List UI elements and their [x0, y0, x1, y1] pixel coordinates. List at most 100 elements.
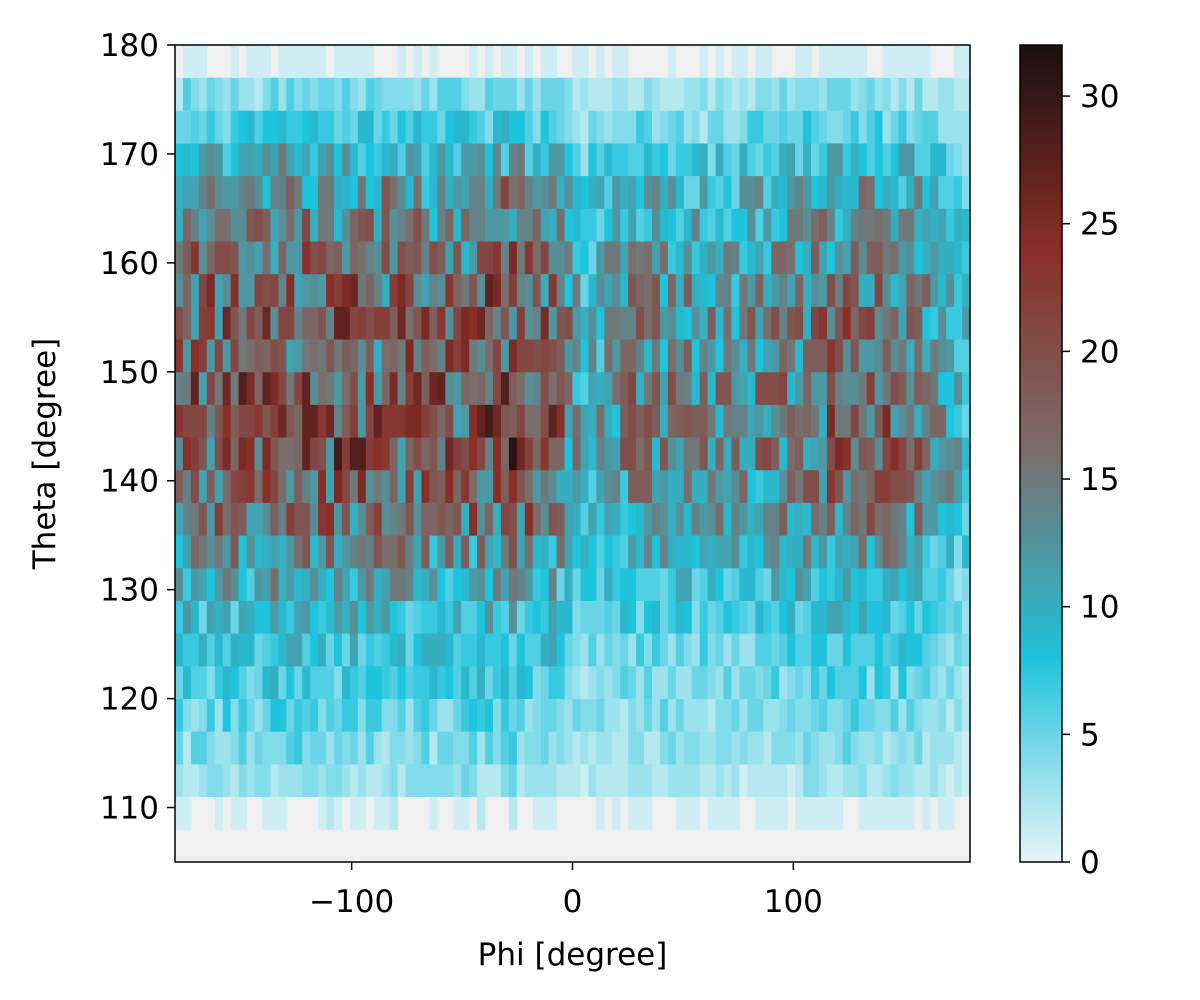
- heatmap-cell: [938, 175, 947, 209]
- heatmap-cell: [421, 502, 430, 536]
- heatmap-cell: [270, 502, 279, 536]
- heatmap-cell: [365, 567, 375, 601]
- heatmap-cell: [294, 698, 303, 732]
- heatmap-cell: [214, 339, 224, 373]
- heatmap-cell: [341, 600, 351, 634]
- heatmap-cell: [691, 633, 701, 667]
- heatmap-cell: [453, 469, 462, 503]
- heatmap-cell: [437, 567, 446, 601]
- heatmap-cell: [389, 763, 398, 798]
- heatmap-cell: [675, 404, 685, 438]
- heatmap-cell: [691, 502, 701, 536]
- heatmap-cell: [580, 306, 589, 340]
- heatmap-cells: [175, 45, 971, 830]
- heatmap-cell: [818, 535, 828, 569]
- heatmap-cell: [707, 241, 716, 275]
- heatmap-cell: [596, 600, 605, 634]
- heatmap-cell: [898, 110, 907, 144]
- heatmap-cell: [763, 535, 772, 569]
- heatmap-cell: [254, 77, 263, 111]
- heatmap-cell: [524, 731, 534, 765]
- heatmap-cell: [326, 437, 335, 471]
- heatmap-cell: [580, 665, 589, 699]
- heatmap-cell: [787, 339, 796, 373]
- heatmap-cell: [882, 143, 891, 177]
- heatmap-cell: [834, 567, 844, 601]
- heatmap-cell: [493, 404, 502, 438]
- heatmap-cell: [580, 437, 589, 471]
- heatmap-cell: [334, 665, 343, 699]
- heatmap-cell: [214, 273, 224, 307]
- heatmap-cell: [230, 110, 239, 144]
- heatmap-cell: [516, 763, 526, 798]
- colorbar-tick-label: 10: [1080, 590, 1119, 626]
- heatmap-cell: [763, 763, 772, 798]
- heatmap-cell: [564, 404, 573, 438]
- colorbar-tick-label: 0: [1080, 845, 1100, 881]
- heatmap-cell: [771, 567, 780, 601]
- heatmap-cell: [580, 404, 589, 438]
- heatmap-cell: [906, 698, 915, 732]
- heatmap-cell: [485, 535, 494, 569]
- heatmap-cell: [190, 763, 200, 798]
- heatmap-cell: [882, 437, 891, 471]
- heatmap-cell: [326, 763, 335, 798]
- heatmap-cell: [278, 731, 287, 765]
- heatmap-cell: [890, 306, 899, 340]
- heatmap-cell: [683, 763, 693, 798]
- heatmap-cell: [906, 175, 915, 209]
- heatmap-cell: [461, 633, 470, 667]
- heatmap-cell: [826, 437, 836, 471]
- heatmap-cell: [890, 665, 899, 699]
- heatmap-cell: [771, 796, 780, 830]
- heatmap-cell: [500, 208, 510, 242]
- heatmap-cell: [612, 731, 621, 765]
- heatmap-cell: [858, 437, 868, 471]
- heatmap-cell: [962, 633, 971, 667]
- heatmap-cell: [349, 731, 359, 765]
- heatmap-cell: [596, 698, 605, 732]
- heatmap-cell: [954, 633, 963, 667]
- heatmap-cell: [962, 731, 971, 765]
- heatmap-cell: [421, 77, 430, 111]
- heatmap-cell: [318, 339, 327, 373]
- heatmap-cell: [548, 339, 557, 373]
- heatmap-cell: [675, 77, 685, 111]
- heatmap-cell: [604, 143, 613, 177]
- heatmap-cell: [238, 633, 247, 667]
- heatmap-cell: [636, 241, 645, 275]
- heatmap-cell: [659, 698, 669, 732]
- heatmap-cell: [858, 796, 868, 830]
- heatmap-cell: [850, 110, 860, 144]
- heatmap-cell: [779, 110, 788, 144]
- heatmap-cell: [302, 273, 311, 307]
- heatmap-cell: [962, 469, 971, 503]
- heatmap-cell: [588, 110, 597, 144]
- heatmap-cell: [326, 731, 335, 765]
- heatmap-cell: [381, 698, 391, 732]
- heatmap-cell: [214, 633, 224, 667]
- heatmap-cell: [930, 404, 939, 438]
- heatmap-cell: [922, 763, 931, 798]
- heatmap-cell: [675, 633, 685, 667]
- heatmap-cell: [262, 241, 271, 275]
- heatmap-cell: [508, 731, 518, 765]
- heatmap-cell: [667, 404, 677, 438]
- heatmap-cell: [906, 110, 915, 144]
- heatmap-cell: [636, 273, 645, 307]
- heatmap-cell: [667, 175, 677, 209]
- heatmap-cell: [659, 535, 669, 569]
- heatmap-cell: [397, 665, 406, 699]
- heatmap-cell: [699, 404, 709, 438]
- heatmap-cell: [214, 404, 224, 438]
- heatmap-cell: [381, 77, 391, 111]
- heatmap-cell: [580, 273, 589, 307]
- heatmap-cell: [906, 241, 915, 275]
- heatmap-cell: [620, 665, 629, 699]
- colorbar-tick-label: 20: [1080, 334, 1119, 370]
- heatmap-cell: [826, 698, 836, 732]
- heatmap-cell: [628, 241, 637, 275]
- heatmap-cell: [922, 796, 931, 830]
- heatmap-cell: [644, 535, 653, 569]
